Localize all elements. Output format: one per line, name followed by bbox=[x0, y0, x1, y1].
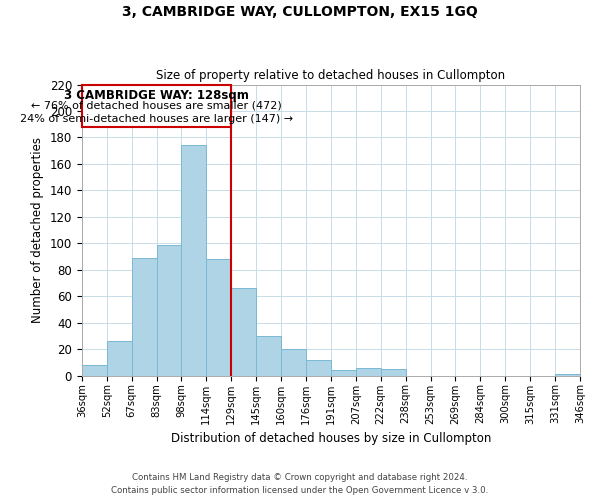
Bar bbox=[131, 258, 157, 376]
Title: Size of property relative to detached houses in Cullompton: Size of property relative to detached ho… bbox=[157, 69, 505, 82]
Bar bbox=[206, 259, 231, 376]
Bar bbox=[381, 369, 406, 376]
Bar bbox=[281, 349, 306, 376]
Bar bbox=[231, 288, 256, 376]
Text: 3 CAMBRIDGE WAY: 128sqm: 3 CAMBRIDGE WAY: 128sqm bbox=[64, 89, 249, 102]
Bar bbox=[256, 336, 281, 376]
Text: 3, CAMBRIDGE WAY, CULLOMPTON, EX15 1GQ: 3, CAMBRIDGE WAY, CULLOMPTON, EX15 1GQ bbox=[122, 5, 478, 19]
Text: ← 76% of detached houses are smaller (472): ← 76% of detached houses are smaller (47… bbox=[31, 100, 282, 110]
Bar bbox=[107, 342, 131, 376]
Bar bbox=[555, 374, 580, 376]
Bar bbox=[157, 244, 181, 376]
X-axis label: Distribution of detached houses by size in Cullompton: Distribution of detached houses by size … bbox=[171, 432, 491, 445]
Bar bbox=[82, 84, 231, 127]
Bar bbox=[181, 146, 206, 376]
Bar bbox=[356, 368, 381, 376]
Text: Contains HM Land Registry data © Crown copyright and database right 2024.
Contai: Contains HM Land Registry data © Crown c… bbox=[112, 474, 488, 495]
Bar bbox=[331, 370, 356, 376]
Bar bbox=[306, 360, 331, 376]
Bar bbox=[82, 365, 107, 376]
Y-axis label: Number of detached properties: Number of detached properties bbox=[31, 137, 44, 323]
Text: 24% of semi-detached houses are larger (147) →: 24% of semi-detached houses are larger (… bbox=[20, 114, 293, 124]
